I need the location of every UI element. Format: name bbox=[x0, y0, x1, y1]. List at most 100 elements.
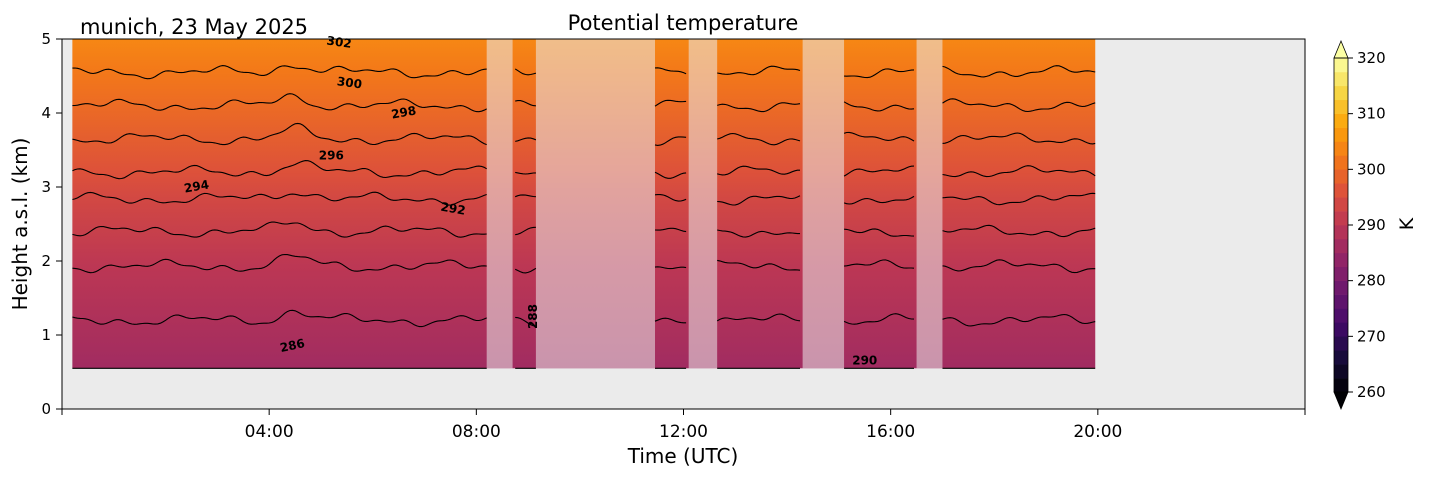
contour-298-segment-4 bbox=[717, 132, 801, 146]
contour-300-segment-4 bbox=[717, 102, 801, 113]
colorbar-label: K bbox=[1396, 217, 1418, 230]
contour-290-segment-2 bbox=[514, 267, 537, 274]
x-axis-label: Time (UTC) bbox=[627, 444, 739, 468]
masked-interval-2 bbox=[535, 39, 656, 369]
colorbar-band bbox=[1334, 364, 1348, 379]
colorbar-band bbox=[1334, 155, 1348, 170]
contour-288-segment-6 bbox=[942, 313, 1096, 327]
chart-title: Potential temperature bbox=[568, 11, 799, 35]
contour-300-segment-3 bbox=[654, 99, 687, 107]
contour-292-segment-1 bbox=[72, 221, 487, 238]
contour-298-segment-5 bbox=[843, 131, 915, 142]
colorbar-tick-label: 280 bbox=[1357, 272, 1386, 290]
contour-290-segment-1 bbox=[72, 253, 487, 274]
y-tick-label: 1 bbox=[41, 326, 51, 344]
masked-interval-5 bbox=[916, 39, 943, 369]
colorbar-tick-label: 310 bbox=[1357, 105, 1386, 123]
colorbar-band bbox=[1334, 238, 1348, 254]
contour-300-segment-5 bbox=[843, 101, 915, 112]
contour-294-segment-2 bbox=[515, 194, 536, 198]
contour-292-segment-4 bbox=[717, 229, 800, 238]
colorbar-band bbox=[1334, 58, 1348, 73]
colorbar-tick-label: 260 bbox=[1357, 383, 1386, 401]
contour-290-segment-6 bbox=[942, 259, 1096, 274]
colorbar-band bbox=[1334, 113, 1348, 128]
contour-288-segment-5 bbox=[843, 313, 915, 325]
contour-label-290: 290 bbox=[852, 353, 877, 367]
colorbar-tick-label: 300 bbox=[1357, 160, 1386, 178]
y-tick-label: 2 bbox=[41, 252, 51, 270]
colorbar-tick-label: 320 bbox=[1357, 49, 1386, 67]
x-tick-label: 08:00 bbox=[452, 422, 501, 442]
colorbar-band bbox=[1334, 308, 1348, 323]
contour-290-segment-3 bbox=[654, 266, 687, 270]
contour-290-segment-4 bbox=[717, 259, 801, 271]
colorbar-band bbox=[1334, 99, 1348, 114]
contour-label-296: 296 bbox=[319, 148, 344, 162]
contour-label-294: 294 bbox=[183, 177, 210, 195]
contour-296-segment-6 bbox=[942, 165, 1096, 178]
contour-300-segment-6 bbox=[942, 98, 1096, 113]
contour-292-segment-5 bbox=[844, 228, 915, 237]
contour-302-segment-3 bbox=[654, 67, 687, 75]
chart-subtitle: munich, 23 May 2025 bbox=[80, 15, 308, 39]
contour-288-segment-2 bbox=[515, 316, 536, 327]
contour-302-segment-6 bbox=[942, 65, 1096, 78]
y-tick-label: 0 bbox=[41, 400, 51, 418]
contour-292-segment-6 bbox=[942, 224, 1096, 238]
contour-label-292: 292 bbox=[440, 200, 467, 218]
x-tick-label: 04:00 bbox=[245, 422, 294, 442]
contour-294-segment-4 bbox=[717, 195, 801, 206]
contour-label-286: 286 bbox=[279, 336, 306, 355]
contour-label-300: 300 bbox=[336, 74, 363, 91]
colorbar-band bbox=[1334, 266, 1348, 281]
y-tick-label: 3 bbox=[41, 178, 51, 196]
colorbar-tick-label: 290 bbox=[1357, 216, 1386, 234]
masked-interval-3 bbox=[688, 39, 718, 369]
contour-296-segment-4 bbox=[717, 165, 800, 176]
colorbar-band bbox=[1334, 294, 1348, 309]
contour-300-segment-1 bbox=[72, 93, 487, 113]
contour-292-segment-2 bbox=[515, 226, 536, 236]
colorbar-band bbox=[1334, 169, 1348, 184]
contour-298-segment-2 bbox=[515, 137, 537, 142]
contour-296-segment-2 bbox=[515, 171, 536, 175]
colorbar-band bbox=[1334, 225, 1348, 240]
contour-298-segment-3 bbox=[654, 136, 687, 146]
contour-label-288: 288 bbox=[526, 304, 540, 329]
colorbar-band bbox=[1334, 378, 1348, 393]
y-tick-label: 5 bbox=[41, 30, 51, 48]
contour-294-segment-3 bbox=[654, 194, 687, 202]
colorbar-band bbox=[1334, 252, 1348, 268]
y-axis-label: Height a.s.l. (km) bbox=[8, 138, 32, 311]
contour-294-segment-6 bbox=[942, 192, 1096, 206]
contour-296-segment-3 bbox=[654, 171, 687, 179]
contour-298-segment-1 bbox=[72, 122, 487, 146]
colorbar-band bbox=[1334, 211, 1348, 226]
colorbar-band bbox=[1334, 127, 1348, 142]
colorbar-band bbox=[1334, 141, 1348, 156]
colorbar-band bbox=[1334, 322, 1348, 337]
masked-interval-1 bbox=[486, 39, 513, 369]
contour-298-segment-6 bbox=[942, 132, 1096, 145]
colorbar-extend-min bbox=[1333, 391, 1349, 411]
contour-290-segment-5 bbox=[844, 259, 915, 269]
contour-300-segment-2 bbox=[515, 100, 536, 107]
contour-292-segment-3 bbox=[654, 227, 687, 233]
colorbar-band bbox=[1334, 71, 1348, 87]
x-tick-label: 20:00 bbox=[1073, 422, 1122, 442]
colorbar-extend-max bbox=[1333, 39, 1349, 59]
masked-interval-4 bbox=[802, 39, 845, 369]
contour-302-segment-1 bbox=[72, 65, 487, 80]
contour-288-segment-1 bbox=[72, 309, 487, 328]
colorbar-band bbox=[1334, 280, 1348, 295]
contour-302-segment-2 bbox=[514, 68, 537, 76]
contour-288-segment-3 bbox=[654, 317, 687, 324]
contour-label-302: 302 bbox=[326, 34, 353, 51]
colorbar-band bbox=[1334, 197, 1348, 212]
x-tick-label: 12:00 bbox=[659, 422, 708, 442]
colorbar-band bbox=[1334, 350, 1348, 365]
contour-294-segment-5 bbox=[843, 195, 915, 205]
